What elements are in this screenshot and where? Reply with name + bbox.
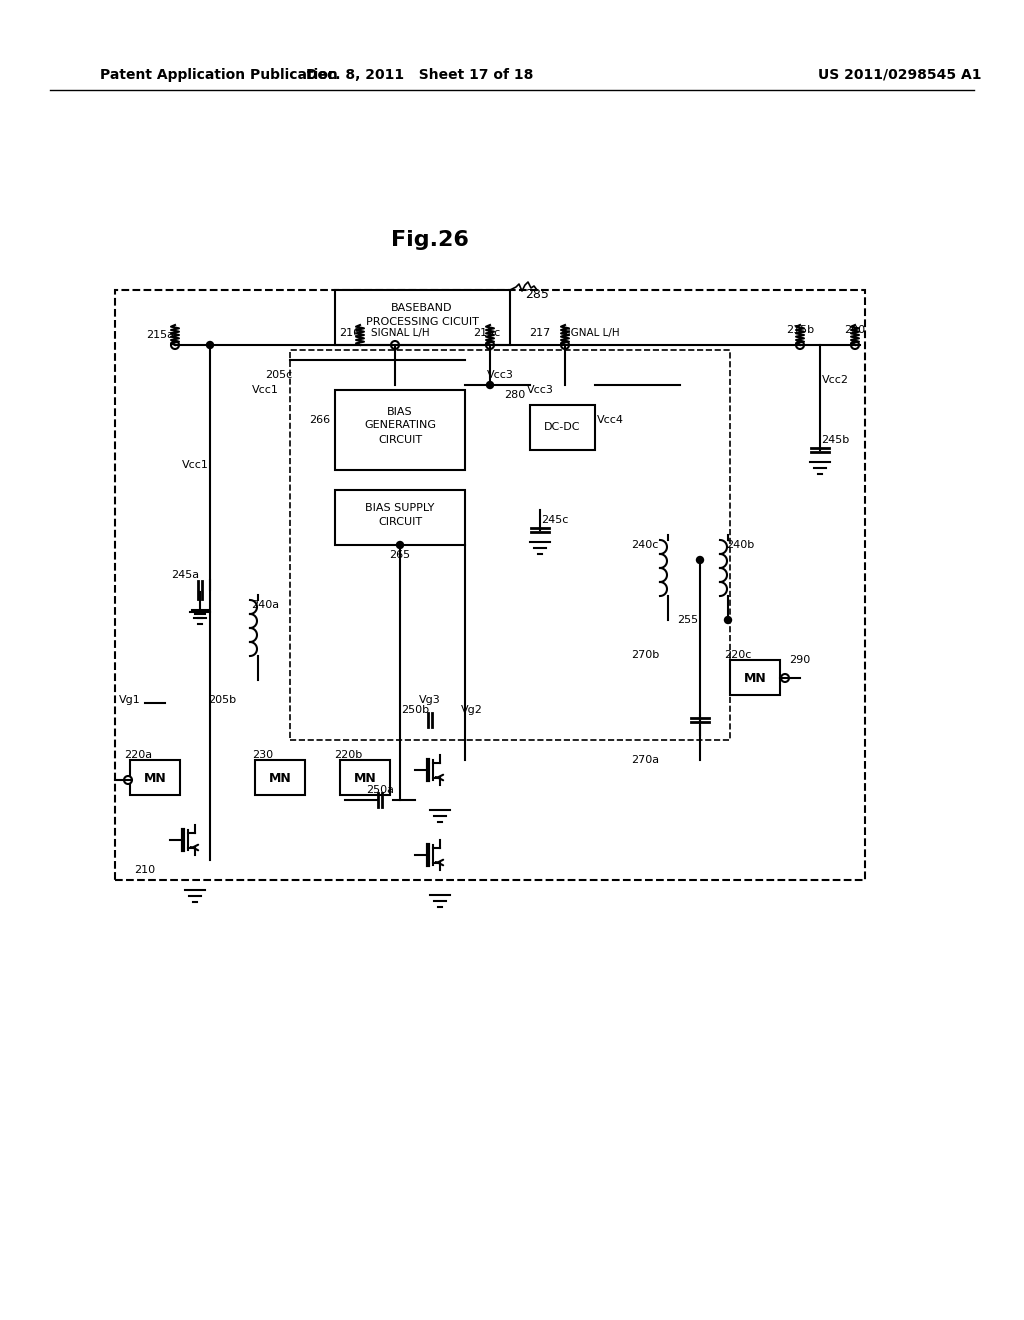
Bar — [530, 405, 595, 450]
Text: 240a: 240a — [251, 601, 280, 610]
Circle shape — [396, 541, 403, 549]
Text: US 2011/0298545 A1: US 2011/0298545 A1 — [818, 69, 982, 82]
Text: 220b: 220b — [334, 750, 362, 760]
Text: 270a: 270a — [631, 755, 659, 766]
Text: 210: 210 — [134, 865, 156, 875]
Text: Vcc2: Vcc2 — [821, 375, 849, 385]
Circle shape — [124, 776, 132, 784]
Text: CIRCUIT: CIRCUIT — [378, 517, 422, 527]
Text: 265: 265 — [389, 550, 411, 560]
Text: Vg2: Vg2 — [461, 705, 483, 715]
Text: 216: 216 — [339, 327, 360, 338]
Text: 250a: 250a — [366, 785, 394, 795]
Text: 250b: 250b — [401, 705, 429, 715]
Text: BIAS: BIAS — [387, 407, 413, 417]
Bar — [115, 290, 865, 880]
Circle shape — [561, 341, 569, 348]
Text: 245a: 245a — [171, 570, 199, 579]
Bar — [335, 490, 465, 545]
Text: Fig.26: Fig.26 — [391, 230, 469, 249]
Bar — [340, 760, 390, 795]
Text: MN: MN — [268, 772, 292, 785]
Text: Vcc3: Vcc3 — [486, 370, 513, 380]
Text: 205c: 205c — [265, 370, 292, 380]
Text: Vcc1: Vcc1 — [252, 385, 279, 395]
Circle shape — [486, 381, 494, 388]
Text: Vg3: Vg3 — [419, 696, 441, 705]
Text: 217: 217 — [529, 327, 551, 338]
Text: 205b: 205b — [208, 696, 237, 705]
Text: MN: MN — [143, 772, 166, 785]
Text: Vg1: Vg1 — [119, 696, 141, 705]
Circle shape — [781, 675, 790, 682]
Text: CIRCUIT: CIRCUIT — [378, 436, 422, 445]
Circle shape — [391, 341, 399, 348]
Text: Dec. 8, 2011   Sheet 17 of 18: Dec. 8, 2011 Sheet 17 of 18 — [306, 69, 534, 82]
Text: 240c: 240c — [632, 540, 658, 550]
Text: 220a: 220a — [124, 750, 152, 760]
Circle shape — [725, 616, 731, 623]
Bar — [290, 350, 730, 741]
Text: GENERATING: GENERATING — [364, 420, 436, 430]
Circle shape — [851, 341, 859, 348]
Circle shape — [486, 341, 494, 348]
Text: 245c: 245c — [542, 515, 568, 525]
Text: 230: 230 — [253, 750, 273, 760]
Text: 240b: 240b — [726, 540, 754, 550]
Text: SIGNAL L/H: SIGNAL L/H — [371, 327, 429, 338]
Text: Vcc1: Vcc1 — [181, 459, 209, 470]
Text: 270b: 270b — [631, 649, 659, 660]
Text: MN: MN — [743, 672, 766, 685]
Text: 215b: 215b — [786, 325, 814, 335]
Text: 200: 200 — [845, 325, 865, 335]
Text: 255: 255 — [678, 615, 698, 624]
Circle shape — [207, 342, 213, 348]
Bar — [335, 290, 510, 345]
Text: 215a: 215a — [146, 330, 174, 341]
Text: SIGNAL L/H: SIGNAL L/H — [561, 327, 620, 338]
Text: BASEBAND: BASEBAND — [391, 304, 453, 313]
Circle shape — [696, 557, 703, 564]
Bar — [335, 389, 465, 470]
Bar — [255, 760, 305, 795]
Circle shape — [796, 341, 804, 348]
Text: 285: 285 — [525, 289, 549, 301]
Text: 266: 266 — [309, 414, 331, 425]
Text: 290: 290 — [790, 655, 811, 665]
Text: DC-DC: DC-DC — [544, 422, 581, 432]
Text: MN: MN — [353, 772, 377, 785]
Text: 215c: 215c — [473, 327, 501, 338]
Text: Vcc3: Vcc3 — [526, 385, 553, 395]
Text: 220c: 220c — [724, 649, 752, 660]
Bar — [730, 660, 780, 696]
Text: Patent Application Publication: Patent Application Publication — [100, 69, 338, 82]
Text: 280: 280 — [505, 389, 525, 400]
Bar — [130, 760, 180, 795]
Text: Vcc4: Vcc4 — [597, 414, 624, 425]
Circle shape — [171, 341, 179, 348]
Text: PROCESSING CICUIT: PROCESSING CICUIT — [366, 317, 478, 327]
Text: 245b: 245b — [821, 436, 849, 445]
Text: BIAS SUPPLY: BIAS SUPPLY — [366, 503, 434, 513]
